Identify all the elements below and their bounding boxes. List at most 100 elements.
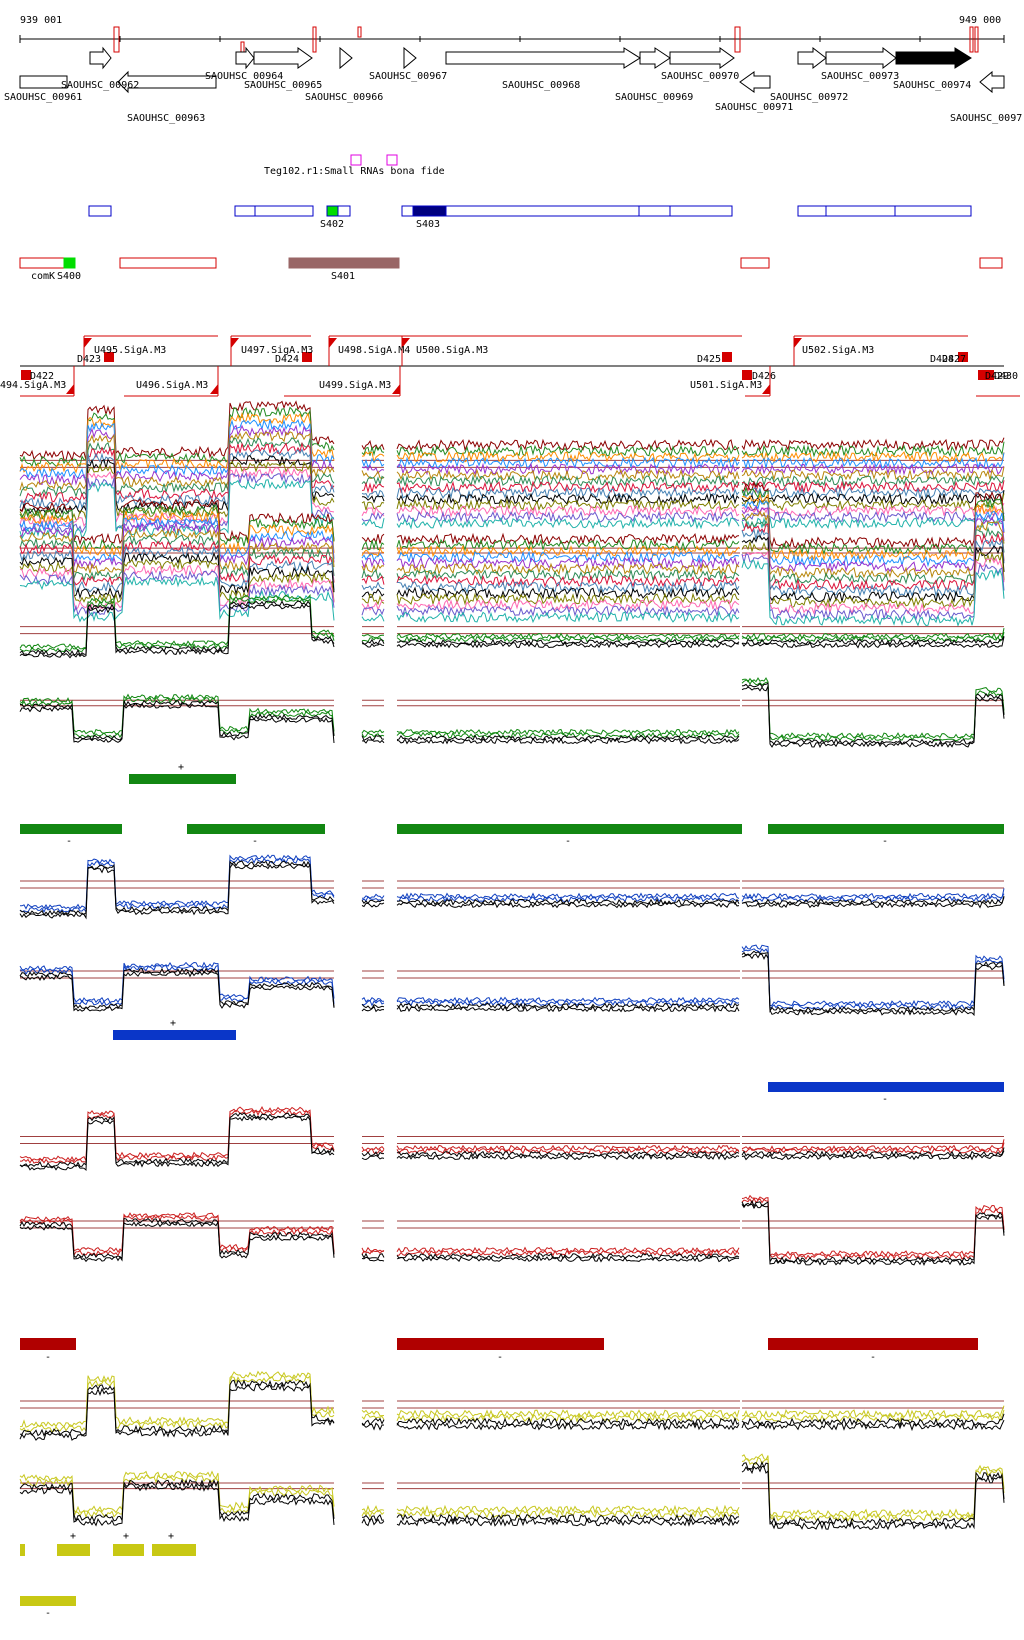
- segment-s400[interactable]: [63, 257, 76, 269]
- diff-bar[interactable]: [768, 1082, 1004, 1092]
- promoter-label[interactable]: D427: [942, 354, 966, 365]
- promoter-label[interactable]: D429: [985, 371, 1009, 382]
- diff-bar[interactable]: [57, 1544, 90, 1556]
- coordinate-axis: 939 001 949 000: [19, 15, 1005, 53]
- segment[interactable]: [669, 205, 733, 217]
- promoter-label[interactable]: D423: [77, 354, 101, 365]
- gene-saouhsc-00970[interactable]: SAOUHSC_00970: [661, 47, 739, 82]
- gene-saouhsc-00964[interactable]: SAOUHSC_00964: [205, 46, 283, 82]
- diff-bar[interactable]: [113, 1030, 236, 1040]
- promoter-label[interactable]: U495.SigA.M3: [94, 345, 166, 356]
- track-blue-minus: [19, 944, 1005, 1017]
- promoter-label[interactable]: D422: [30, 371, 54, 382]
- diff-bar[interactable]: [20, 824, 122, 834]
- diff-bar[interactable]: [129, 774, 236, 784]
- gene-saouhsc-00968[interactable]: SAOUHSC_00968: [445, 47, 641, 91]
- gene-label: SAOUHSC_00962: [61, 80, 139, 91]
- track-all-samples-plus: [19, 400, 1005, 540]
- promoter-label[interactable]: U497.SigA.M3: [241, 345, 313, 356]
- promoter-label[interactable]: D428: [930, 354, 954, 365]
- gene-label: SAOUHSC_00974: [893, 80, 971, 91]
- promoter-label[interactable]: 494.SigA.M3: [0, 380, 66, 391]
- diff-bar[interactable]: [397, 824, 742, 834]
- small-rna-mark[interactable]: [350, 154, 362, 166]
- diff-bar[interactable]: [152, 1544, 196, 1556]
- gene-label: SAOUHSC_00969: [615, 92, 693, 103]
- gene-saouhsc-00961[interactable]: SAOUHSC_00961: [4, 75, 82, 103]
- gene-saouhsc-0097x[interactable]: SAOUHSC_0097: [950, 70, 1022, 124]
- promoter-label[interactable]: D425: [697, 354, 721, 365]
- diff-bar[interactable]: [20, 1338, 76, 1350]
- diff-bar[interactable]: [768, 1338, 978, 1350]
- strand-minus: -: [66, 836, 72, 847]
- segment[interactable]: [740, 257, 770, 269]
- segment[interactable]: [234, 205, 256, 217]
- track-yellow-plus: [19, 1370, 1005, 1441]
- promoter-label[interactable]: U501.SigA.M3: [690, 380, 762, 391]
- segment-s402[interactable]: [326, 205, 339, 217]
- gene-saouhsc-00967[interactable]: SAOUHSC_00967: [369, 46, 447, 82]
- gene-saouhsc-00974[interactable]: SAOUHSC_00974: [893, 47, 972, 91]
- track-green-plus: [19, 593, 1005, 659]
- gene-saouhsc-00969[interactable]: SAOUHSC_00969: [615, 47, 693, 103]
- segment-s401[interactable]: [288, 257, 400, 269]
- segment[interactable]: [401, 205, 414, 217]
- segment-label: S403: [416, 219, 440, 230]
- segment[interactable]: [337, 205, 351, 217]
- strand-minus: -: [252, 836, 258, 847]
- segment[interactable]: [797, 205, 827, 217]
- gene-saouhsc-00963[interactable]: SAOUHSC_00963: [117, 70, 217, 124]
- strand-plus: +: [178, 762, 184, 773]
- segment[interactable]: [119, 257, 217, 269]
- diff-bar[interactable]: [768, 824, 1004, 834]
- segment[interactable]: [638, 205, 671, 217]
- strand-minus: -: [497, 1352, 503, 1363]
- promoter-label[interactable]: U499.SigA.M3: [319, 380, 391, 391]
- promoter-flags: [21, 338, 994, 394]
- diff-bar[interactable]: [20, 1596, 76, 1606]
- blue-diff-bars: + -: [113, 1018, 1004, 1105]
- diff-bar[interactable]: [113, 1544, 144, 1556]
- gene-saouhsc-00972[interactable]: SAOUHSC_00972: [770, 46, 848, 103]
- segment[interactable]: [88, 205, 112, 217]
- gene-saouhsc-00973[interactable]: SAOUHSC_00973: [821, 46, 899, 82]
- red-diff-bars: - - -: [20, 1338, 978, 1363]
- gene-label: SAOUHSC_00973: [821, 71, 899, 82]
- gene-label: SAOUHSC_0097: [950, 113, 1022, 124]
- promoter-label[interactable]: D424: [275, 354, 299, 365]
- segment[interactable]: [254, 205, 314, 217]
- segment[interactable]: [979, 257, 1003, 269]
- promoter-label[interactable]: U502.SigA.M3: [802, 345, 874, 356]
- small-rna-mark[interactable]: [386, 154, 398, 166]
- segment-label: comK: [31, 271, 55, 282]
- promoter-label[interactable]: D430: [994, 371, 1018, 382]
- gene-saouhsc-00971[interactable]: SAOUHSC_00971: [715, 71, 793, 113]
- segment-track-upper: S402 S403: [88, 205, 972, 230]
- gene-label: SAOUHSC_00961: [4, 92, 82, 103]
- strand-plus: +: [168, 1531, 174, 1542]
- gene-saouhsc-00962[interactable]: SAOUHSC_00962: [61, 46, 139, 91]
- segment[interactable]: [894, 205, 972, 217]
- gene-label: SAOUHSC_00972: [770, 92, 848, 103]
- track-blue-plus: [19, 854, 1005, 920]
- promoter-label[interactable]: D426: [752, 371, 776, 382]
- promoter-label[interactable]: U496.SigA.M3: [136, 380, 208, 391]
- gene-label: SAOUHSC_00964: [205, 71, 283, 82]
- segment[interactable]: [825, 205, 896, 217]
- diff-bar[interactable]: [187, 824, 325, 834]
- segment-s403[interactable]: [412, 205, 447, 217]
- gene-saouhsc-00965[interactable]: SAOUHSC_00965: [244, 47, 322, 91]
- gene-saouhsc-00966[interactable]: SAOUHSC_00966: [305, 46, 383, 103]
- diff-bar[interactable]: [20, 1544, 25, 1556]
- green-diff-bars: + - - - -: [20, 762, 1004, 847]
- axis-feature-marks: [113, 26, 979, 53]
- diff-bar[interactable]: [397, 1338, 604, 1350]
- promoter-label[interactable]: U498.SigA.M4: [338, 345, 410, 356]
- segment[interactable]: [445, 205, 640, 217]
- gene-label: SAOUHSC_00971: [715, 102, 793, 113]
- promoter-label[interactable]: U500.SigA.M3: [416, 345, 488, 356]
- gene-label: SAOUHSC_00967: [369, 71, 447, 82]
- segment-comk[interactable]: [19, 257, 65, 269]
- small-rna-track: Teg102.r1:Small RNAs bona fide: [264, 154, 445, 177]
- strand-minus: -: [45, 1352, 51, 1363]
